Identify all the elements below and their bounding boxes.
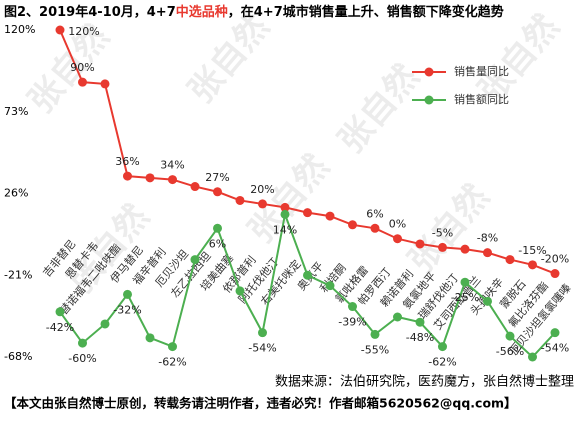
- point: [100, 319, 110, 329]
- data-label: -39%: [338, 316, 366, 329]
- point: [483, 248, 492, 258]
- legend-marker: [424, 95, 434, 105]
- point: [528, 260, 537, 270]
- y-tick-label: -68%: [4, 350, 32, 363]
- point: [280, 209, 290, 219]
- title-part: 图2、2019年4-10月，4+7: [4, 4, 176, 20]
- point: [325, 281, 335, 291]
- point: [438, 342, 447, 352]
- point: [168, 175, 177, 185]
- point: [370, 223, 380, 233]
- point: [235, 195, 245, 205]
- legend-label: 销售额同比: [454, 92, 509, 106]
- point: [303, 208, 312, 218]
- footer: 【本文由张自然博士原创，转载务请注明作者，违者必究！作者邮箱5620562@qq…: [4, 396, 517, 411]
- point: [325, 211, 335, 221]
- data-label: -15%: [518, 244, 546, 257]
- point: [393, 234, 402, 244]
- data-label: -62%: [158, 356, 186, 369]
- data-label: -20%: [541, 253, 569, 266]
- data-label: -54%: [248, 342, 276, 355]
- data-label: -62%: [428, 356, 456, 369]
- point: [235, 286, 245, 296]
- point: [258, 328, 267, 338]
- point: [123, 171, 132, 181]
- point: [393, 312, 402, 322]
- data-label: -54%: [541, 342, 569, 355]
- title-part: 中选品种: [176, 4, 228, 20]
- point: [460, 277, 470, 287]
- data-label: 36%: [115, 155, 139, 168]
- data-label: 20%: [250, 183, 274, 196]
- y-tick-label: -21%: [4, 268, 32, 281]
- point: [55, 307, 65, 317]
- point: [190, 255, 200, 265]
- data-label: -48%: [406, 331, 434, 344]
- point: [280, 202, 290, 212]
- point: [55, 25, 65, 35]
- point: [348, 302, 357, 312]
- data-label: -32%: [113, 303, 141, 316]
- title-part: ，在4+7城市销售量上升、销售额下降变化趋势: [228, 4, 504, 20]
- point: [190, 182, 200, 192]
- data-label: -25%: [451, 291, 479, 304]
- data-label: -60%: [68, 352, 96, 365]
- point: [348, 220, 357, 230]
- data-label: 120%: [68, 25, 99, 38]
- point: [258, 199, 267, 209]
- data-label: -5%: [432, 226, 453, 239]
- point: [370, 329, 380, 339]
- point: [505, 331, 515, 341]
- legend-label: 销售量同比: [454, 64, 509, 78]
- data-label: 90%: [70, 61, 94, 74]
- data-label: 0%: [389, 218, 406, 231]
- data-label: -56%: [496, 345, 524, 358]
- data-label: -8%: [477, 232, 498, 245]
- point: [168, 342, 177, 352]
- point: [78, 77, 87, 87]
- point: [123, 289, 132, 299]
- y-tick-label: 26%: [4, 187, 28, 200]
- point: [303, 270, 312, 280]
- point: [483, 296, 492, 306]
- data-label: -42%: [46, 321, 74, 334]
- point: [145, 333, 155, 343]
- point: [550, 269, 560, 279]
- y-tick-label: 120%: [4, 23, 35, 36]
- point: [145, 173, 155, 183]
- point: [100, 79, 110, 89]
- point: [460, 244, 470, 254]
- source: 数据来源：法伯研究院，医药魔方，张自然博士整理: [275, 374, 574, 390]
- data-label: 14%: [273, 223, 297, 236]
- y-tick-label: 73%: [4, 105, 28, 118]
- data-label: 6%: [366, 207, 383, 220]
- data-label: 6%: [209, 237, 226, 250]
- point: [213, 187, 222, 197]
- data-label: -55%: [361, 343, 389, 356]
- legend-marker: [424, 67, 434, 77]
- point: [550, 328, 560, 338]
- point: [415, 239, 425, 249]
- point: [78, 338, 87, 348]
- data-label: 34%: [160, 159, 184, 172]
- point: [505, 255, 515, 265]
- point: [213, 223, 222, 233]
- point: [438, 242, 447, 252]
- point: [415, 317, 425, 327]
- data-label: 27%: [205, 171, 229, 184]
- point: [528, 352, 537, 362]
- chart-title: 图2、2019年4-10月，4+7中选品种，在4+7城市销售量上升、销售额下降变…: [4, 4, 504, 20]
